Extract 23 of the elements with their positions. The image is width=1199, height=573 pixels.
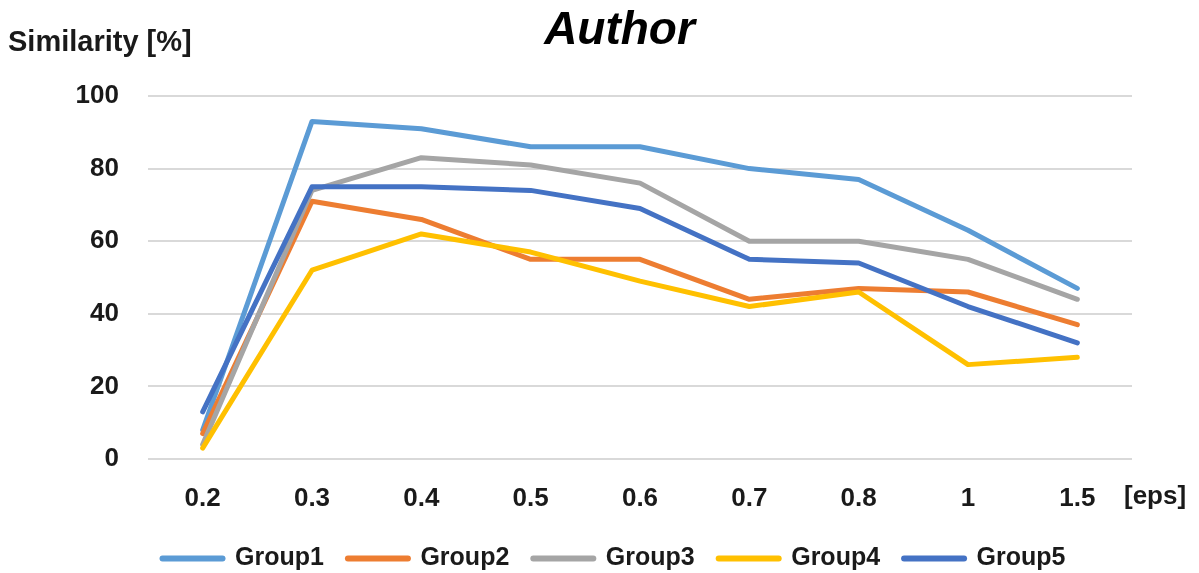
x-tick-label: 0.4	[403, 481, 440, 512]
y-tick-label: 20	[90, 369, 119, 400]
x-tick-label: 0.2	[184, 481, 221, 512]
x-tick-label: 0.5	[512, 481, 549, 512]
legend-label: Group1	[235, 542, 325, 571]
legend-label: Group5	[976, 542, 1066, 571]
y-tick-label: 100	[75, 79, 119, 110]
x-tick-label: 0.8	[840, 481, 877, 512]
chart-title: Author	[543, 1, 697, 54]
x-tick-label: 1	[960, 481, 976, 512]
y-tick-label: 0	[104, 442, 119, 473]
x-tick-label: 1.5	[1059, 481, 1096, 512]
x-tick-label: 0.3	[293, 481, 331, 512]
legend-label: Group2	[420, 542, 510, 571]
legend-label: Group4	[791, 542, 881, 571]
legend-label: Group3	[605, 542, 695, 571]
y-tick-label: 60	[90, 224, 119, 255]
y-axis-title: Similarity [%]	[8, 25, 192, 57]
x-axis-title: [eps]	[1124, 480, 1187, 511]
y-tick-label: 80	[90, 151, 119, 182]
x-tick-label: 0.7	[731, 481, 768, 512]
x-tick-label: 0.6	[621, 481, 659, 512]
y-tick-label: 40	[90, 296, 119, 327]
